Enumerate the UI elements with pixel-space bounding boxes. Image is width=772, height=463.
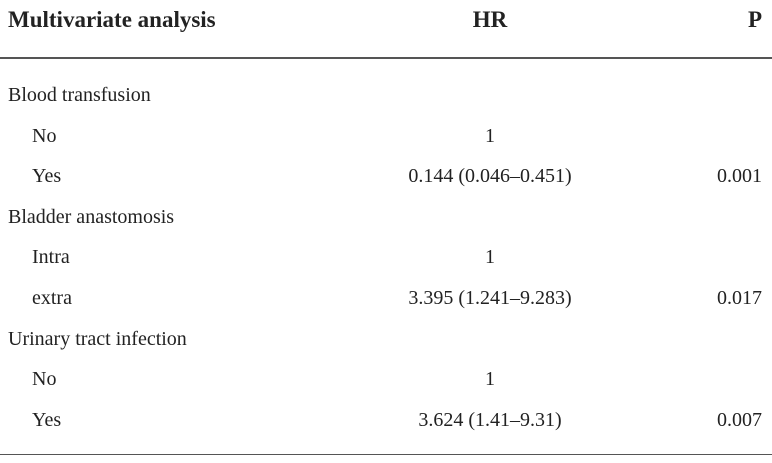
bottom-rule	[0, 454, 772, 455]
group-label: Blood transfusion	[8, 84, 151, 106]
p-value: 0.017	[717, 287, 762, 309]
row-label: No	[32, 368, 57, 391]
group-label: Urinary tract infection	[8, 327, 187, 350]
hr-value: 3.395 (1.241–9.283)	[408, 287, 572, 309]
group-label: Bladder anastomosis	[8, 205, 175, 228]
p-value: 0.001	[717, 165, 762, 188]
p-value: 0.007	[717, 408, 762, 431]
hr-value: 1	[485, 246, 495, 269]
hr-value: 1	[485, 368, 495, 391]
header-cell: Multivariate analysis	[8, 7, 216, 32]
row-label: Yes	[32, 165, 62, 188]
row-label: extra	[32, 287, 72, 309]
header-rule	[0, 57, 772, 59]
row-label: No	[32, 124, 57, 147]
hr-value: 3.624 (1.41–9.31)	[418, 408, 562, 431]
header-cell: P	[747, 7, 762, 32]
row-label: Intra	[32, 246, 70, 269]
header-cell: HR	[472, 7, 508, 32]
row-label: Yes	[32, 408, 62, 431]
hr-value: 1	[485, 124, 495, 147]
hr-value: 0.144 (0.046–0.451)	[408, 165, 572, 188]
